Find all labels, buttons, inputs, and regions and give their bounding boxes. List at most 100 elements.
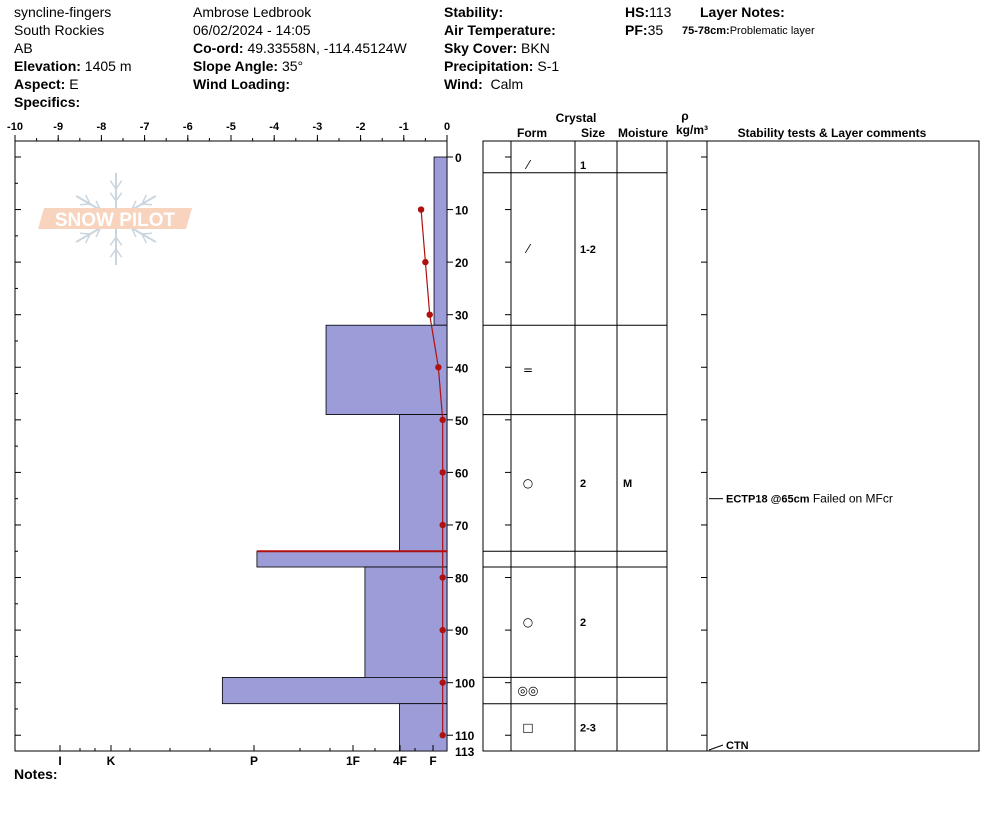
pf-label: PF: [625,22,648,38]
coord-row: Co-ord: 49.33558N, -114.45124W [193,39,407,57]
layer-note-depth: 75-78cm: [682,25,730,37]
crystal-header: Crystal [556,111,597,125]
elevation-row: Elevation: 1405 m [14,57,132,75]
hardness-bar [221,677,448,705]
crystal-form-symbol: ⁄ [524,242,532,256]
temperature-point [439,679,446,686]
specifics-row: Specifics: [14,93,132,111]
location-name: syncline-fingers [14,4,112,20]
crystal-size: 2-3 [580,722,596,734]
hardness-tick-label: I [58,754,61,768]
slope-value: 35° [281,58,304,74]
crystal-form-symbol: ○ [523,615,533,629]
stability-test-label: ECTP18 @65cm Failed on MFcr [726,492,893,506]
temperature-point [439,416,446,424]
aspect-label: Aspect: [14,76,66,92]
temperature-point [439,574,446,581]
temp-tick-label: 0 [444,121,450,133]
temp-tick-label: -5 [226,121,236,133]
sky-value: BKN [521,40,550,56]
depth-tick-label: 80 [455,572,469,586]
snowpilot-logo: SNOW PILOT [38,173,192,265]
depth-tick-label: 50 [455,414,469,428]
header-col-2: Ambrose Ledbrook 06/02/2024 - 14:05 Co-o… [193,3,407,93]
sky-label: Sky Cover: [444,40,518,56]
depth-tick-label: 110 [455,729,475,743]
hardness-bar [364,566,448,678]
hardness-tick-label: K [107,754,116,768]
precip-row: Precipitation: S-1 [444,57,559,75]
temperature-point [439,521,446,529]
precip-label: Precipitation: [444,58,534,74]
hs-value: 113 [649,4,672,20]
temp-tick-label: -8 [97,121,107,133]
aspect-row: Aspect: E [14,75,132,93]
air-temp-row: Air Temperature: [444,21,559,39]
header-col-3: Stability: Air Temperature: Sky Cover: B… [444,3,559,93]
wind-label: Wind: [444,76,483,92]
layer-note-row: 75-78cm:Problematic layer [682,22,815,40]
depth-tick-label: 60 [455,466,469,480]
hs-row: HS:113 [625,3,671,21]
range-name: South Rockies [14,22,105,38]
province-name: AB [14,40,33,56]
hardness-bar [399,414,448,552]
crystal-size: 1 [580,160,586,172]
moisture-header: Moisture [618,126,668,140]
datetime: 06/02/2024 - 14:05 [193,22,311,38]
air-temp-label: Air Temperature: [444,22,556,38]
temp-tick-label: -7 [140,121,150,133]
coord-value: 49.33558N, -114.45124W [247,40,407,56]
test-arrow [708,744,724,751]
elevation-label: Elevation: [14,58,81,74]
comments-header: Stability tests & Layer comments [738,126,927,140]
temp-tick-label: -6 [183,121,193,133]
crystal-size: 2 [580,617,586,629]
wind-value: Calm [490,76,524,92]
temperature-point [426,311,433,318]
depth-tick-label: 90 [455,624,469,638]
wind-row: Wind: Calm [444,75,559,93]
layer-notes-title: Layer Notes: [700,3,785,21]
depth-tick-label: 100 [455,677,475,691]
stability-test-comment: Failed on MFcr [810,492,893,506]
temp-tick-label: -4 [269,121,280,133]
layer-moisture: M [623,478,632,490]
temperature-point [422,258,429,266]
notes-label: Notes: [14,766,58,782]
specifics-label: Specifics: [14,94,81,110]
crystal-form-symbol: ◎◎ [518,684,539,698]
stability-test-label: CTN [726,740,749,752]
stability-label: Stability: [444,4,504,20]
coord-label: Co-ord: [193,40,244,56]
hardness-bar [433,156,448,326]
slope-row: Slope Angle: 35° [193,57,407,75]
logo-text: SNOW PILOT [55,210,176,231]
header-col-4: HS:113 PF:35 [625,3,671,39]
layer-note-text: Problematic layer [729,25,815,37]
temperature-point [439,469,446,476]
depth-tick-label: 10 [455,204,469,218]
depth-tick-label: 0 [455,151,462,165]
hardness-tick-label: 4F [393,754,407,768]
depth-tick-label: 40 [455,361,469,375]
observer-name: Ambrose Ledbrook [193,4,312,20]
density-header: kg/m³ [676,123,708,137]
crystal-form-symbol: □ [522,720,533,734]
wind-loading-label: Wind Loading: [193,76,291,92]
header-col-1: syncline-fingers South Rockies AB Elevat… [14,3,132,111]
depth-tick-label: 20 [455,256,469,270]
temp-tick-label: -3 [313,121,323,133]
crystal-size: 1-2 [580,244,596,256]
pf-value: 35 [647,22,664,38]
hardness-bar [399,703,448,752]
depth-bottom-label: 113 [455,745,475,759]
form-header: Form [517,126,547,140]
temp-tick-label: -10 [7,121,23,133]
temperature-point [417,206,425,213]
crystal-form-symbol: ○ [523,476,533,490]
layer-notes-label: Layer Notes: [700,4,785,20]
wind-loading-row: Wind Loading: [193,75,407,93]
depth-tick-label: 30 [455,309,469,323]
